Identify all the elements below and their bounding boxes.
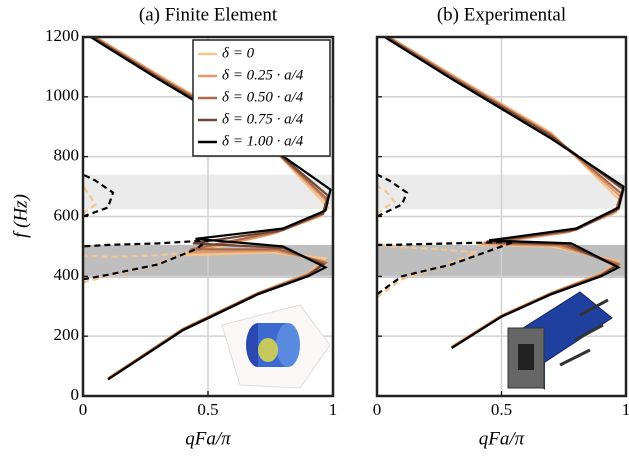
y-tick-label: 1000 [45,86,79,105]
y-tick-label: 200 [54,325,80,344]
chart-title: (b) Experimental [437,4,566,25]
y-tick-label: 600 [54,205,80,224]
legend-label: δ = 0.75 · a/4 [222,111,304,127]
chart-title: (a) Finite Element [139,4,278,25]
legend-label: δ = 0.25 · a/4 [222,67,304,83]
legend-label: δ = 0 [222,45,255,61]
x-tick-label: 0.5 [491,400,512,419]
y-tick-label: 1200 [45,26,79,45]
y-tick-label: 400 [54,265,80,284]
y-tick-label: 0 [71,385,80,404]
legend-label: δ = 0.50 · a/4 [222,89,304,105]
fe-inset [222,305,330,388]
x-tick-label: 1 [622,400,629,419]
y-tick-label: 800 [54,146,80,165]
x-tick-label: 0 [79,400,88,419]
y-axis-label: f (Hz) [10,194,31,238]
legend-label: δ = 1.00 · a/4 [222,133,304,149]
x-axis-label: qFa/π [185,428,231,449]
x-tick-label: 0.5 [197,400,218,419]
figure: 0 200 400 600 800 1000 1200 0 0.5 1 (a) Finite Ele… [0,0,629,456]
x-tick-label: 0 [373,400,382,419]
x-tick-label: 1 [329,400,338,419]
x-axis-label: qFa/π [479,428,525,449]
